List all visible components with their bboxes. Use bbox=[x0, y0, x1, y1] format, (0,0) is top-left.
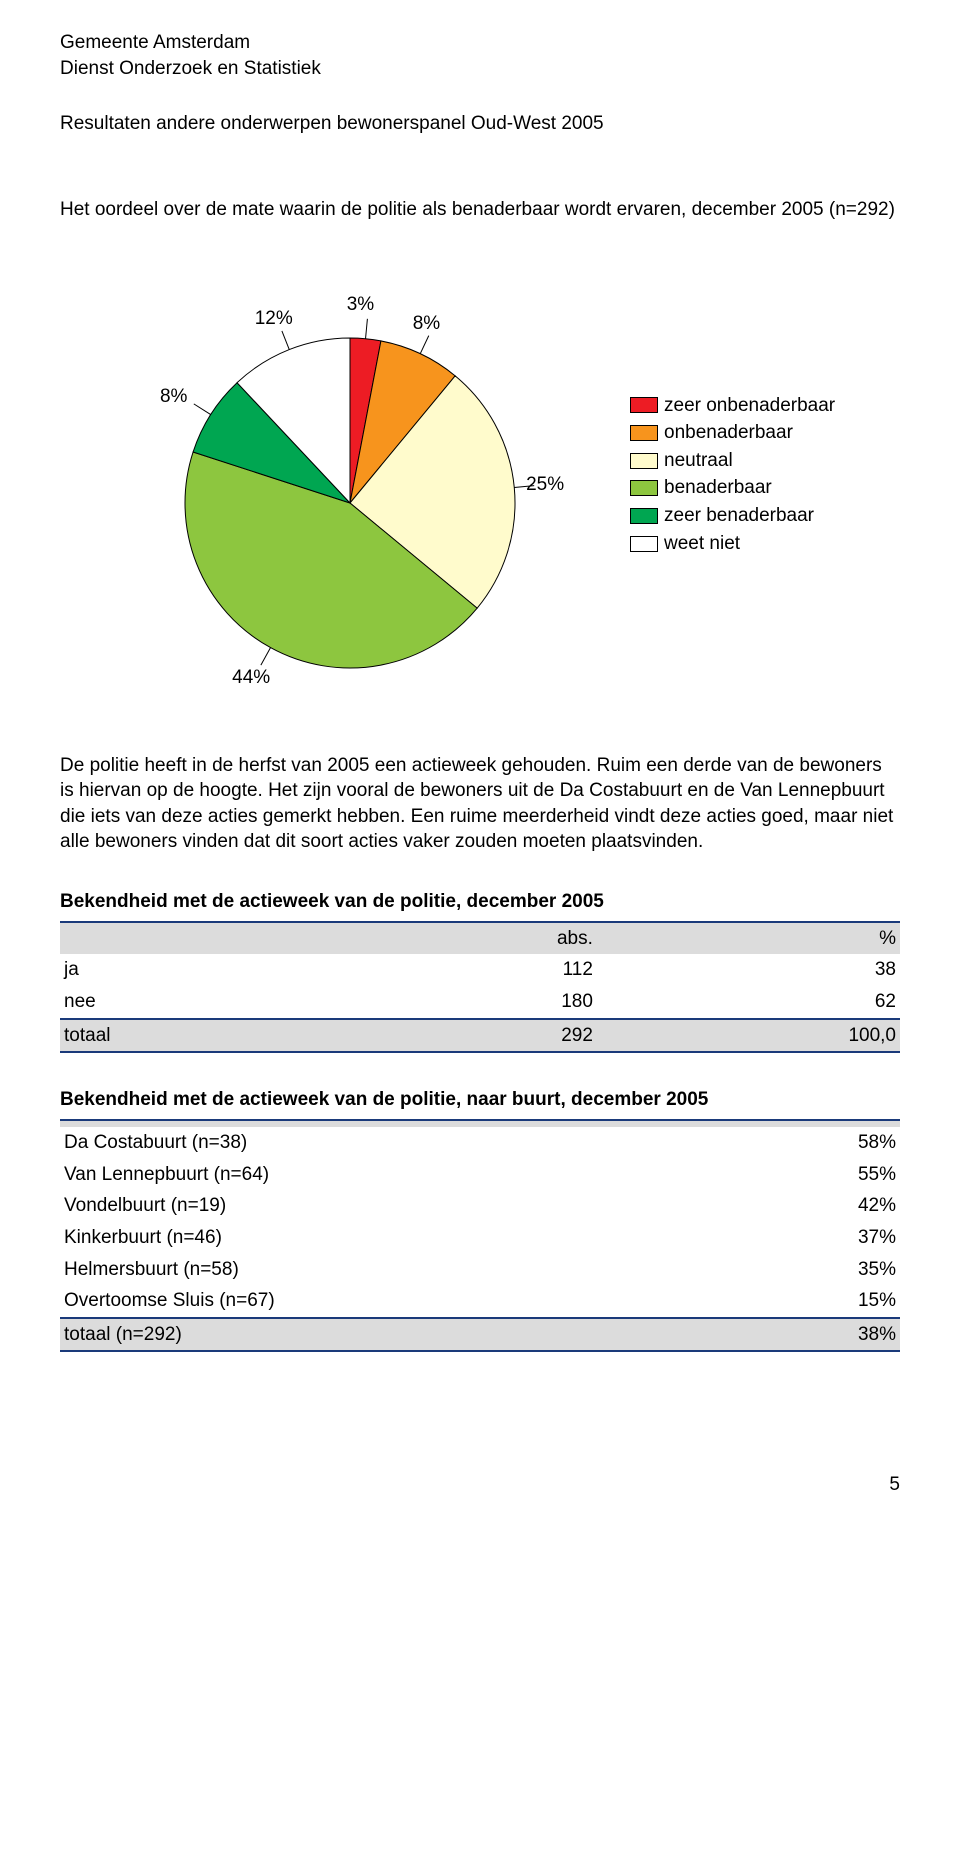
cell: Da Costabuurt (n=38) bbox=[60, 1127, 754, 1159]
cell: 100,0 bbox=[597, 1019, 900, 1053]
cell: nee bbox=[60, 986, 357, 1019]
legend-label: benaderbaar bbox=[664, 475, 772, 501]
doc-title: Resultaten andere onderwerpen bewonerspa… bbox=[60, 111, 900, 137]
legend-swatch bbox=[630, 453, 658, 469]
table-row: nee 180 62 bbox=[60, 986, 900, 1019]
cell: totaal bbox=[60, 1019, 357, 1053]
table-row: Vondelbuurt (n=19)42% bbox=[60, 1190, 900, 1222]
legend-item: weet niet bbox=[630, 531, 835, 557]
pie-legend: zeer onbenaderbaaronbenaderbaarneutraalb… bbox=[630, 393, 835, 559]
cell: Vondelbuurt (n=19) bbox=[60, 1190, 754, 1222]
legend-label: neutraal bbox=[664, 448, 733, 474]
legend-item: zeer benaderbaar bbox=[630, 503, 835, 529]
page-number: 5 bbox=[60, 1472, 900, 1498]
cell: totaal (n=292) bbox=[60, 1318, 754, 1352]
org-line-1: Gemeente Amsterdam bbox=[60, 30, 900, 56]
legend-label: weet niet bbox=[664, 531, 740, 557]
table-row: Da Costabuurt (n=38)58% bbox=[60, 1127, 900, 1159]
cell: 42% bbox=[754, 1190, 900, 1222]
table1-h1: abs. bbox=[357, 922, 597, 955]
legend-label: onbenaderbaar bbox=[664, 420, 793, 446]
pie-slice-label: 8% bbox=[160, 384, 187, 410]
body-paragraph: De politie heeft in de herfst van 2005 e… bbox=[60, 753, 900, 856]
pie-slice-label: 8% bbox=[413, 311, 440, 337]
cell: 112 bbox=[357, 954, 597, 986]
legend-swatch bbox=[630, 536, 658, 552]
cell: 180 bbox=[357, 986, 597, 1019]
cell: 15% bbox=[754, 1285, 900, 1318]
pie-slice-label: 3% bbox=[347, 292, 374, 318]
legend-swatch bbox=[630, 480, 658, 496]
cell: 37% bbox=[754, 1222, 900, 1254]
chart-title: Het oordeel over de mate waarin de polit… bbox=[60, 197, 900, 223]
org-line-2: Dienst Onderzoek en Statistiek bbox=[60, 56, 900, 82]
cell: Kinkerbuurt (n=46) bbox=[60, 1222, 754, 1254]
cell: 38% bbox=[754, 1318, 900, 1352]
legend-item: zeer onbenaderbaar bbox=[630, 393, 835, 419]
pie-chart-block: 3% 8% 25% 44% 8% 12% zeer onbenaderbaaronbena… bbox=[60, 273, 900, 693]
table-bekendheid-per-buurt: Bekendheid met de actieweek van de polit… bbox=[60, 1087, 900, 1352]
table1-title: Bekendheid met de actieweek van de polit… bbox=[60, 889, 900, 921]
legend-swatch bbox=[630, 397, 658, 413]
table1-header-row: abs. % bbox=[60, 922, 900, 955]
cell bbox=[60, 1120, 754, 1127]
table1-h0 bbox=[60, 922, 357, 955]
cell: 292 bbox=[357, 1019, 597, 1053]
table-row: Kinkerbuurt (n=46)37% bbox=[60, 1222, 900, 1254]
pie-slice-label: 12% bbox=[255, 306, 293, 332]
cell: ja bbox=[60, 954, 357, 986]
table2-title: Bekendheid met de actieweek van de polit… bbox=[60, 1087, 900, 1119]
legend-label: zeer benaderbaar bbox=[664, 503, 814, 529]
cell: 58% bbox=[754, 1127, 900, 1159]
legend-item: neutraal bbox=[630, 448, 835, 474]
cell: 62 bbox=[597, 986, 900, 1019]
pie-slice-label: 44% bbox=[232, 665, 270, 691]
legend-item: onbenaderbaar bbox=[630, 420, 835, 446]
table-row: Van Lennepbuurt (n=64)55% bbox=[60, 1159, 900, 1191]
legend-item: benaderbaar bbox=[630, 475, 835, 501]
table1-h2: % bbox=[597, 922, 900, 955]
cell bbox=[754, 1120, 900, 1127]
legend-swatch bbox=[630, 508, 658, 524]
cell: Helmersbuurt (n=58) bbox=[60, 1254, 754, 1286]
cell: 35% bbox=[754, 1254, 900, 1286]
legend-label: zeer onbenaderbaar bbox=[664, 393, 835, 419]
table-row: Overtoomse Sluis (n=67)15% bbox=[60, 1285, 900, 1318]
cell: 55% bbox=[754, 1159, 900, 1191]
table-row: ja 112 38 bbox=[60, 954, 900, 986]
table2-total-row: totaal (n=292) 38% bbox=[60, 1318, 900, 1352]
pie-chart: 3% 8% 25% 44% 8% 12% bbox=[90, 273, 630, 693]
cell: Van Lennepbuurt (n=64) bbox=[60, 1159, 754, 1191]
cell: Overtoomse Sluis (n=67) bbox=[60, 1285, 754, 1318]
cell: 38 bbox=[597, 954, 900, 986]
table2-header-row bbox=[60, 1120, 900, 1127]
legend-swatch bbox=[630, 425, 658, 441]
pie-slice-label: 25% bbox=[526, 472, 564, 498]
table-bekendheid-actieweek: Bekendheid met de actieweek van de polit… bbox=[60, 889, 900, 1053]
table-row: Helmersbuurt (n=58)35% bbox=[60, 1254, 900, 1286]
table1-total-row: totaal 292 100,0 bbox=[60, 1019, 900, 1053]
